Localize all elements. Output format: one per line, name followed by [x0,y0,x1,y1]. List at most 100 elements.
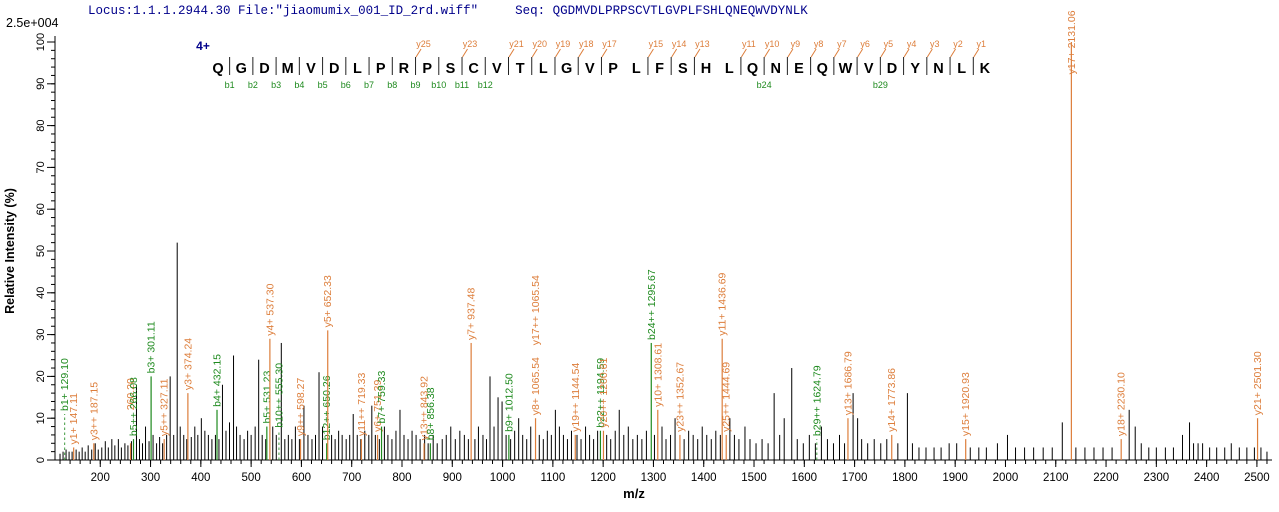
y-ion-label: y9 [791,39,801,49]
y-ion-label: y17 [602,39,617,49]
sequence-residue: L [353,61,362,77]
y-ion-mark [903,48,910,58]
intensity-scale-note: 2.5e+004 [6,16,59,30]
peak-label: y9++ 598.27 [295,378,307,437]
peak-label: 260.20 [125,378,137,410]
sequence-residue: Y [910,61,920,77]
y-ion-mark [508,48,515,58]
peak-label: y6+ 751.39 [372,380,384,432]
sequence-residue: F [655,61,664,77]
x-tick-label: 2400 [1194,472,1220,484]
y-ion-label: y7 [837,39,847,49]
x-tick-label: 2200 [1093,472,1119,484]
x-tick-label: 2300 [1144,472,1170,484]
sequence-residue: G [236,61,247,77]
sequence-residue: V [585,61,595,77]
y-ion-mark [531,48,538,58]
b-ion-label: b6 [341,80,351,90]
sequence-residue: P [376,61,386,77]
x-tick-label: 1200 [590,472,616,484]
b-ion-label: b24 [757,80,772,90]
peak-label: y18+ 2230.10 [1116,372,1128,436]
sequence-residue: E [794,61,804,77]
y-ion-mark [833,48,840,58]
y-ion-label: y1 [977,39,987,49]
sequence-residue: L [957,61,966,77]
peak-label: b3+ 301.11 [146,321,158,373]
x-tick-label: 2500 [1244,472,1270,484]
x-tick-label: 500 [242,472,261,484]
sequence-residue: W [839,61,853,77]
peak-label: b24++ 1295.67 [646,269,658,340]
peak-label: y5++ 327.11 [159,378,171,436]
b-ion-label: b2 [248,80,258,90]
b-ion-label: b29 [873,80,888,90]
sequence-residue: P [422,61,432,77]
x-tick-label: 1800 [892,472,918,484]
y-ion-label: y3 [930,39,940,49]
y-tick-label: 50 [35,245,47,257]
peak-label: y8+ 1065.54 [530,357,542,415]
y-ion-mark [973,48,980,58]
x-tick-label: 1500 [741,472,767,484]
peak-label: b29++ 1624.79 [811,365,823,436]
y-ion-mark [415,48,422,58]
y-tick-label: 30 [35,328,47,340]
peak-label: y3+ 374.24 [182,338,194,390]
y-ion-label: y18 [579,39,594,49]
x-tick-label: 600 [292,472,311,484]
x-tick-label: 2000 [993,472,1019,484]
b-ion-label: b9 [411,80,421,90]
sequence-residue: P [608,61,618,77]
b-ion-label: b10 [431,80,446,90]
peak-label: b5+ 531.23 [261,371,273,424]
peak-label: b1+ 129.10 [59,358,71,411]
peak-label: y17+ 2131.06 [1066,10,1078,74]
b-ion-label: b1 [225,80,235,90]
b-ion-label: b5 [318,80,328,90]
sequence-residue: V [492,61,502,77]
b-ion-label: b7 [364,80,374,90]
sequence-residue: N [933,61,943,77]
y-ion-mark [648,48,654,58]
x-tick-label: 1300 [641,472,667,484]
sequence-residue: S [678,61,688,77]
peak-label: b9+ 1012.50 [503,373,515,432]
sequence-residue: T [516,61,525,77]
peak-label: y20++ 1200.61 [598,358,610,428]
peak-label: y3++ 187.15 [88,382,100,441]
x-tick-label: 1000 [490,472,516,484]
file-label: File:"jiaomumix_001_ID_2rd.wiff" [238,4,479,18]
peak-label: b22++ 1194.59 [595,358,607,428]
y-ion-label: y19 [556,39,571,49]
x-tick-label: 700 [342,472,361,484]
peak-label: y4+ 537.30 [264,283,276,335]
peak-label: y11+ 1436.69 [717,272,729,335]
sequence-residue: S [446,61,456,77]
peak-label: y17++ 1065.54 [530,275,542,345]
y-ion-mark [601,48,608,58]
seq-key: Seq: [515,4,546,18]
x-tick-label: 400 [191,472,210,484]
x-tick-label: 1400 [691,472,717,484]
peak-label: y13+ 1686.79 [842,351,854,415]
sequence-residue: G [561,61,572,77]
y-ion-mark [880,48,887,58]
sequence-residue: Q [747,61,758,77]
b-ion-label: b8 [387,80,397,90]
sequence-residue: C [468,61,479,77]
y-ion-mark [555,48,561,58]
peak-label: y14+ 1773.86 [886,368,898,432]
x-tick-label: 2100 [1043,472,1069,484]
y-ion-label: y8 [814,39,824,49]
y-ion-mark [462,48,468,58]
y-ion-mark [694,48,701,58]
precursor-charge-label: 4+ [196,39,210,53]
x-tick-label: 300 [141,472,160,484]
sequence-residue: H [701,61,711,77]
y-tick-label: 0 [35,457,47,463]
y-tick-label: 90 [35,78,47,90]
peak-label: y11++ 719.33 [356,372,368,436]
peak-label: y21+ 2501.30 [1252,351,1264,415]
peak-label: y13++ 843.92 [419,376,431,440]
